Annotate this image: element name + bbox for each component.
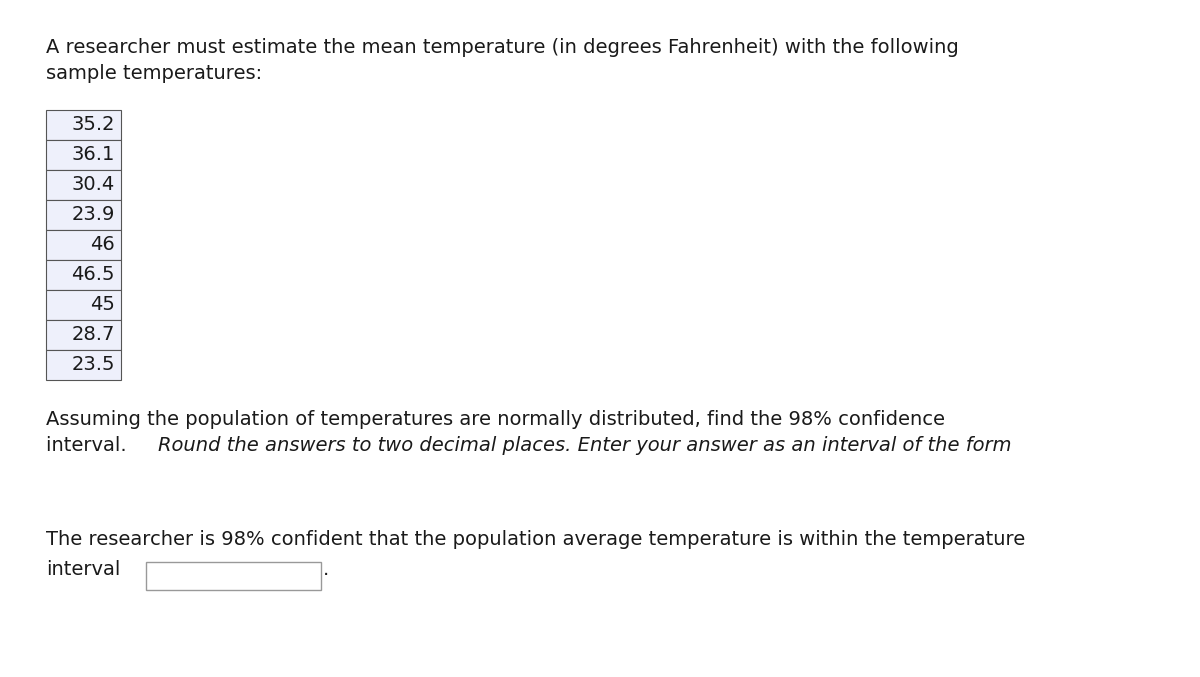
Text: A researcher must estimate the mean temperature (in degrees Fahrenheit) with the: A researcher must estimate the mean temp…	[46, 38, 959, 57]
Text: Round the answers to two decimal places. Enter your answer as an interval of the: Round the answers to two decimal places.…	[158, 436, 1012, 455]
Bar	[146, 562, 320, 590]
Text: 36.1: 36.1	[72, 146, 115, 165]
Text: sample temperatures:: sample temperatures:	[46, 64, 262, 83]
Text: 23.5: 23.5	[72, 355, 115, 374]
Bar	[46, 110, 121, 140]
Bar	[46, 200, 121, 230]
Bar	[46, 320, 121, 350]
Text: .: .	[323, 560, 329, 579]
Text: 23.9: 23.9	[72, 206, 115, 225]
Text: The researcher is 98% confident that the population average temperature is withi: The researcher is 98% confident that the…	[46, 530, 1025, 549]
Bar	[46, 170, 121, 200]
Text: interval: interval	[46, 560, 120, 579]
Bar	[46, 140, 121, 170]
Text: interval.: interval.	[46, 436, 133, 455]
Bar	[46, 260, 121, 290]
Text: 28.7: 28.7	[72, 326, 115, 345]
Text: Assuming the population of temperatures are normally distributed, find the 98% c: Assuming the population of temperatures …	[46, 410, 946, 429]
Text: 35.2: 35.2	[72, 116, 115, 135]
Text: 46.5: 46.5	[72, 265, 115, 284]
Bar	[46, 350, 121, 380]
Bar	[46, 230, 121, 260]
Text: 46: 46	[90, 236, 115, 255]
Text: 45: 45	[90, 295, 115, 315]
Bar	[46, 290, 121, 320]
Text: 30.4: 30.4	[72, 175, 115, 194]
